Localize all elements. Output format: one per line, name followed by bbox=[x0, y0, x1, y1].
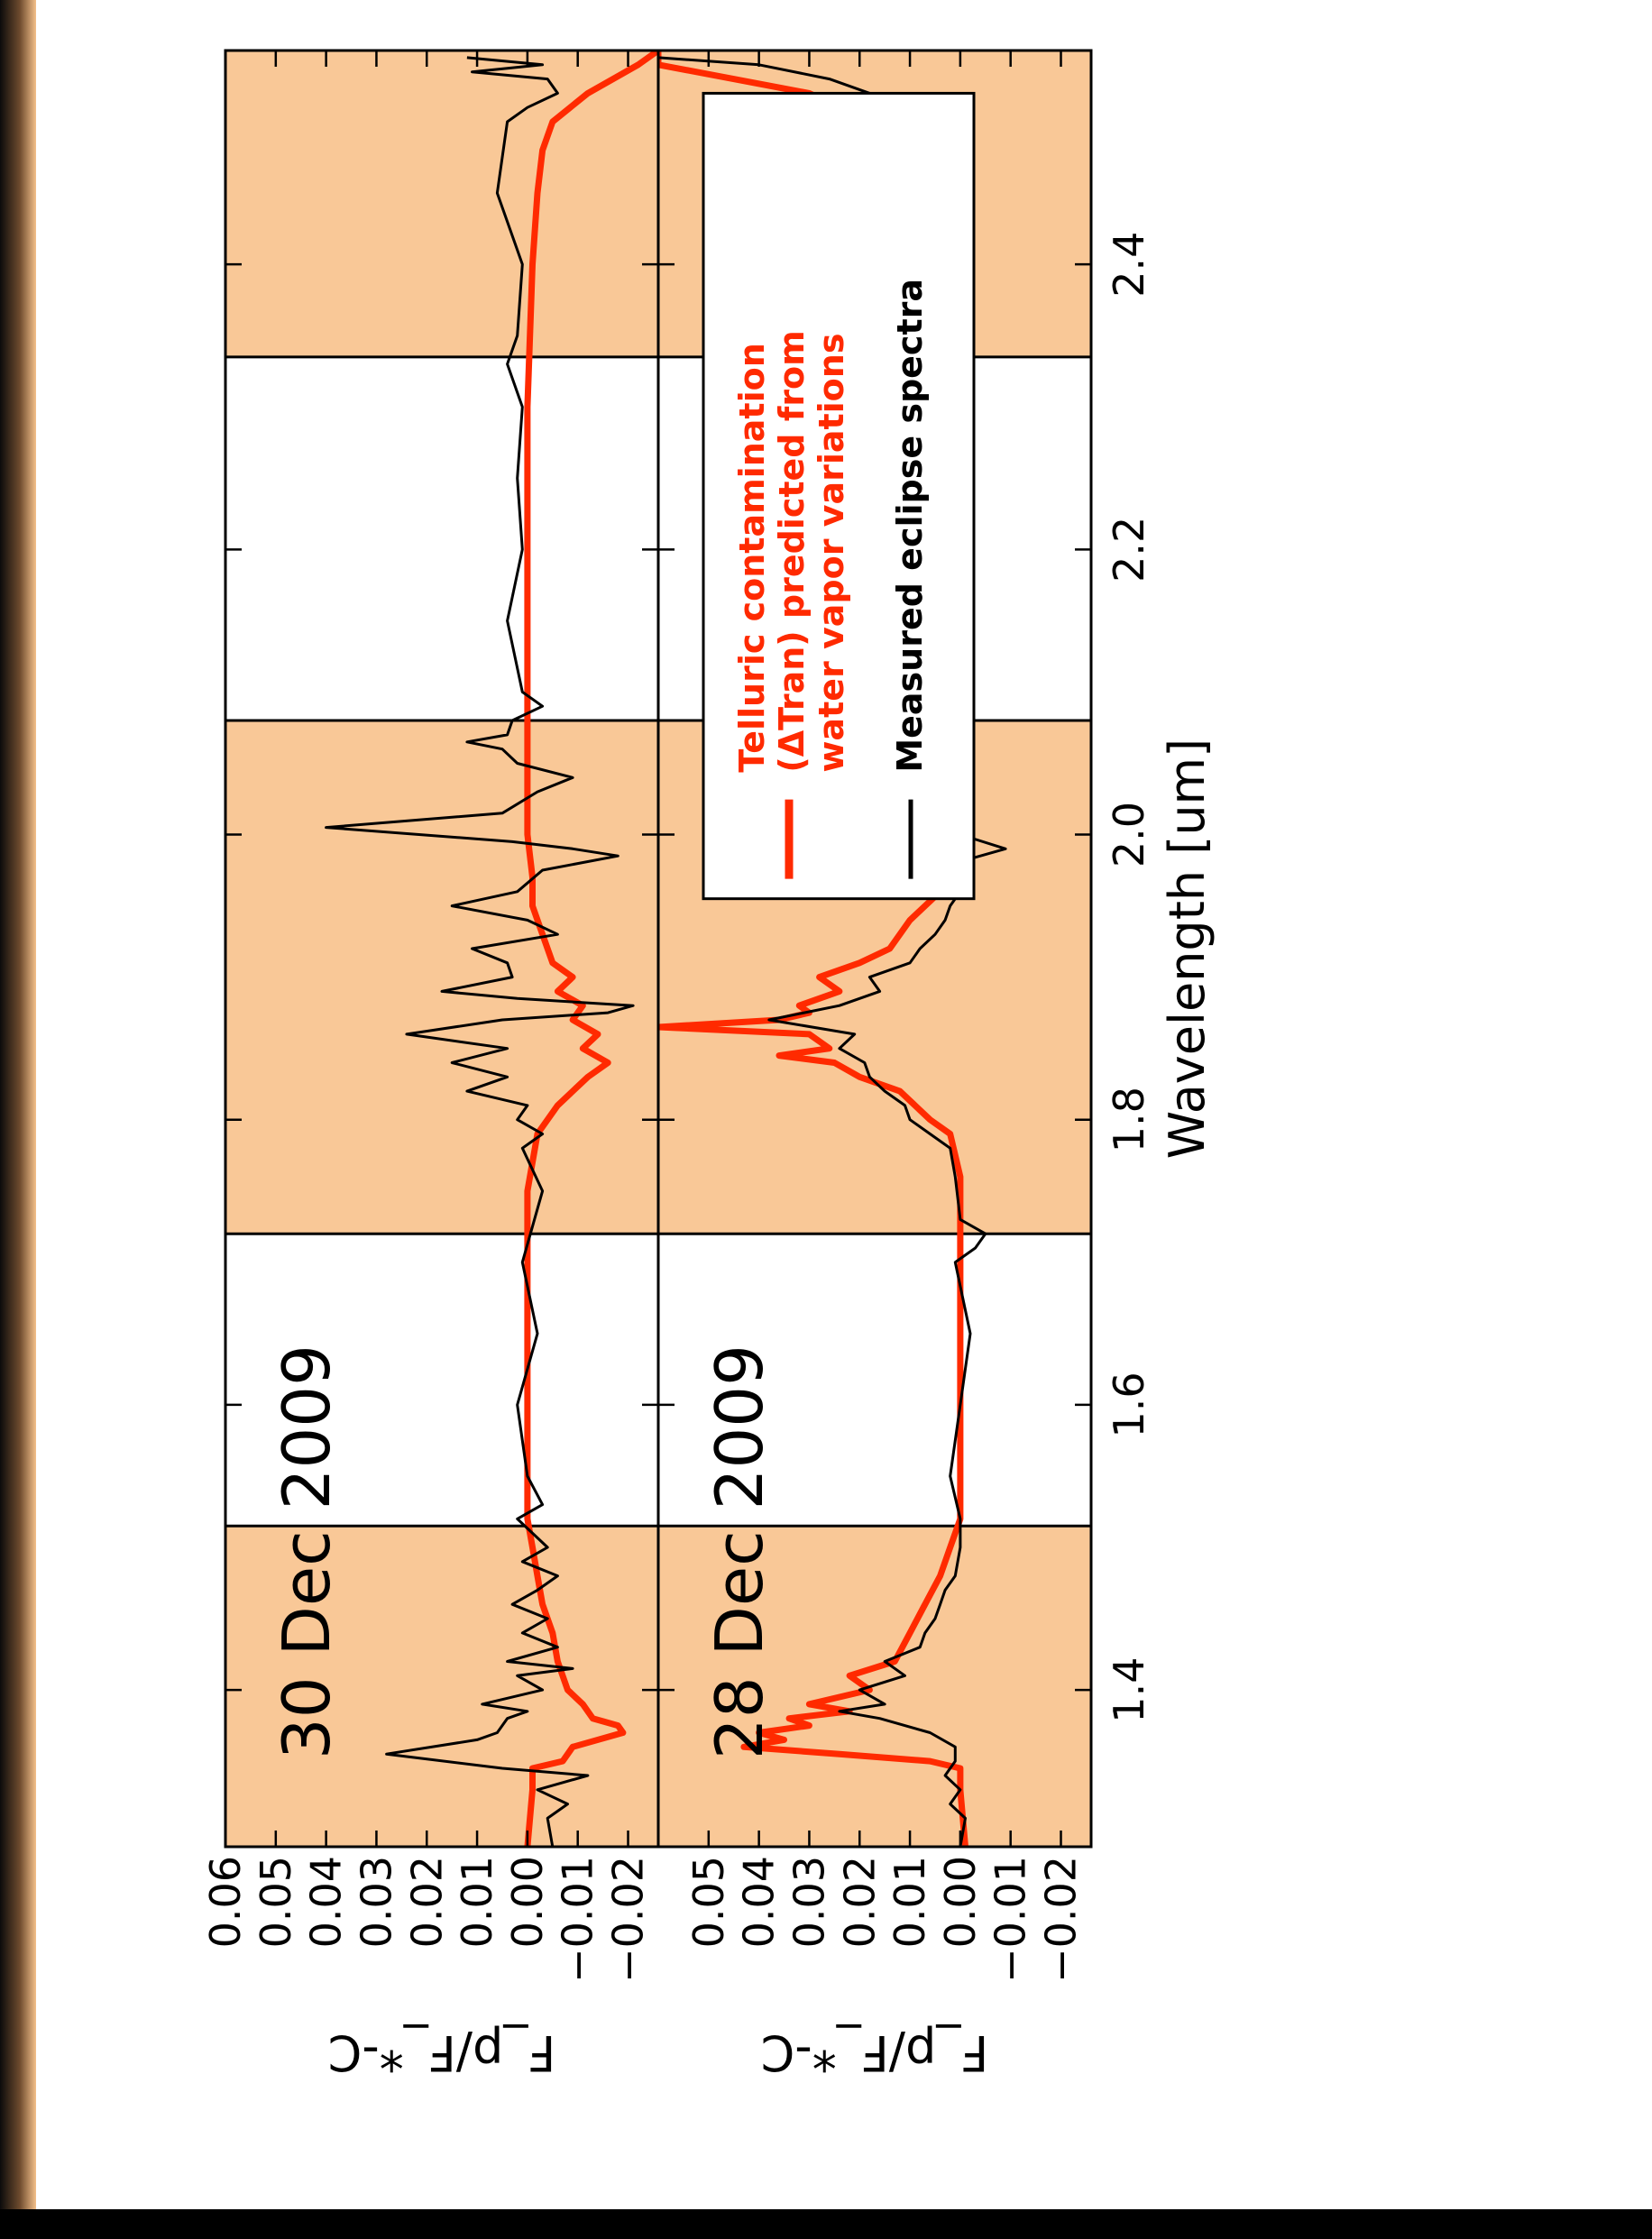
y-tick-label: 0.05 bbox=[684, 1856, 733, 1948]
x-axis-label: Wavelength [um] bbox=[1159, 739, 1216, 1159]
y-tick-label: 0.01 bbox=[453, 1856, 501, 1948]
legend-entry-text: water vapor variations bbox=[812, 334, 851, 773]
chart-figure: −0.02−0.010.000.010.020.030.040.050.0630… bbox=[201, 49, 1216, 2081]
panel-border bbox=[656, 49, 1093, 1849]
y-tick-label: 0.03 bbox=[352, 1856, 400, 1948]
legend-box bbox=[702, 91, 976, 901]
y-tick-label: 0.00 bbox=[936, 1856, 985, 1948]
panel-date-label: 30 Dec 2009 bbox=[269, 1344, 344, 1759]
y-tick-label: 0.05 bbox=[252, 1856, 300, 1948]
panel-plot-area bbox=[225, 50, 658, 1847]
x-tick-label: 2.4 bbox=[1105, 232, 1153, 298]
x-tick-label: 2.2 bbox=[1105, 517, 1153, 583]
y-tick-label: −0.02 bbox=[1037, 1856, 1086, 1983]
legend-entry-text: Telluric contamination bbox=[732, 343, 772, 772]
y-tick-label: 0.06 bbox=[201, 1856, 250, 1948]
x-tick-label: 1.4 bbox=[1105, 1657, 1153, 1723]
plot-rotated-group: −0.02−0.010.000.010.020.030.040.050.0630… bbox=[201, 49, 1216, 2081]
frame-bottom-edge bbox=[0, 2209, 1652, 2239]
panel-30-dec-2009: −0.02−0.010.000.010.020.030.040.050.06 30… bbox=[201, 49, 660, 2081]
legend: Telluric contamination (ΔTran) predicted … bbox=[702, 91, 976, 901]
x-axis: 1.4 1.6 1.8 2.0 2.2 2.4 Wavelength [um] bbox=[1105, 232, 1216, 1723]
y-tick-label: −0.01 bbox=[987, 1856, 1035, 1983]
x-tick-label: 1.6 bbox=[1105, 1372, 1153, 1437]
y-tick-label: 0.04 bbox=[302, 1856, 351, 1948]
shaded-band-2 bbox=[225, 50, 658, 357]
y-tick-label: 0.02 bbox=[402, 1856, 451, 1948]
legend-entry-text: Measured eclipse spectra bbox=[890, 279, 930, 773]
legend-entry-text: (ΔTran) predicted from bbox=[772, 330, 812, 772]
frame-left-edge bbox=[0, 0, 36, 2239]
y-tick-label: 0.00 bbox=[503, 1856, 552, 1948]
x-tick-label: 1.8 bbox=[1105, 1087, 1153, 1152]
shaded-band-1 bbox=[225, 720, 658, 1234]
y-tick-label: 0.01 bbox=[886, 1856, 934, 1948]
y-axis-label: F_p/F_*-C bbox=[761, 2024, 989, 2081]
panel-date-label: 28 Dec 2009 bbox=[702, 1344, 777, 1759]
x-tick-label: 2.0 bbox=[1105, 802, 1153, 867]
y-tick-label: 0.02 bbox=[835, 1856, 884, 1948]
y-axis-label: F_p/F_*-C bbox=[328, 2024, 556, 2081]
y-tick-label: 0.04 bbox=[735, 1856, 784, 1948]
y-tick-label: −0.02 bbox=[604, 1856, 653, 1983]
y-tick-label: 0.03 bbox=[785, 1856, 833, 1948]
series-line-measured bbox=[325, 56, 635, 1847]
y-tick-label: −0.01 bbox=[554, 1856, 602, 1983]
series-line-telluric bbox=[524, 50, 658, 1847]
